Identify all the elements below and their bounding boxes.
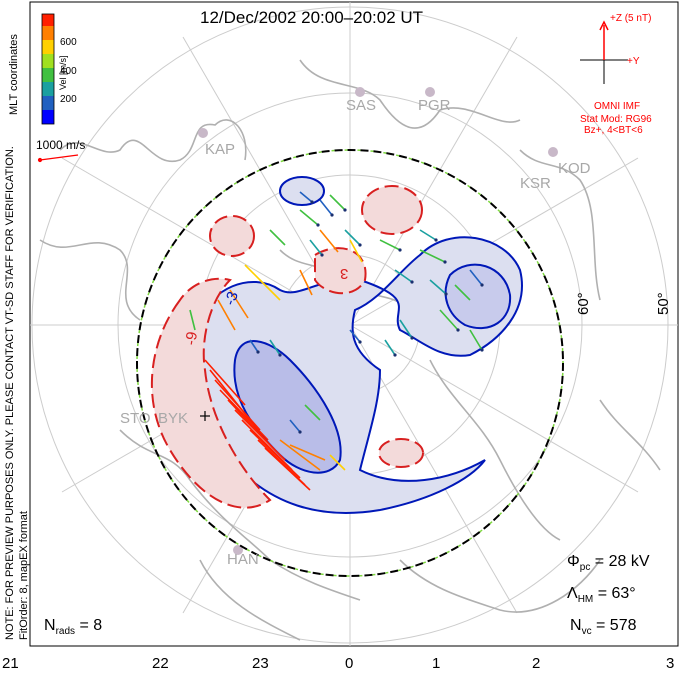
station-label-kap: KAP — [205, 141, 236, 158]
contour-label-3: 3 — [340, 265, 349, 282]
fit-order-note: FitOrder: 8, mapEX format — [18, 511, 30, 640]
station-label-sto: STO — [120, 410, 151, 427]
pos-cell-left — [209, 215, 255, 257]
pos-cell-center — [314, 247, 367, 295]
station-marker-ksr — [548, 147, 558, 157]
dawn-cell-inner — [444, 263, 512, 330]
stat-lambda-hm: ΛHM = 63° — [567, 585, 636, 606]
lat-label-50: 50° — [655, 292, 672, 315]
colorbar-tick-400: 400 — [60, 66, 77, 77]
pole-cross — [200, 411, 210, 421]
mlt-label-3: 3 — [666, 655, 675, 672]
imf-y-label: +Y — [627, 56, 640, 67]
stat-n-vc: Nvc = 578 — [570, 617, 637, 638]
stat-phi-pc: Φpc = 28 kV — [567, 553, 650, 574]
scale-vector — [37, 154, 79, 163]
negative-potential-cells — [194, 176, 523, 514]
pos-cell-bottom — [378, 438, 424, 468]
scale-vector-label: 1000 m/s — [36, 138, 86, 152]
station-label-pgr: PGR — [418, 97, 451, 114]
stat-lambda-hm-value: = 63° — [597, 585, 636, 602]
imf-condition: Bz+, 4<BT<6 — [584, 125, 643, 136]
hm-boundary-green — [136, 149, 564, 577]
dawn-flank-cell — [150, 277, 272, 509]
plot-frame — [29, 1, 679, 647]
stat-phi-pc-value: = 28 kV — [594, 553, 650, 570]
positive-potential-cells — [150, 185, 424, 509]
mlt-label-21: 21 — [2, 655, 19, 672]
colorbar-tick-600: 600 — [60, 37, 77, 48]
station-label-han: HAN — [227, 551, 259, 568]
station-label-ksr: KSR — [520, 175, 551, 192]
station-marker-sas — [355, 87, 365, 97]
mlt-label-22: 22 — [152, 655, 169, 672]
stat-n-rads: Nrads = 8 — [44, 617, 103, 638]
station-marker-pgr — [425, 87, 435, 97]
imf-source: OMNI IMF — [594, 101, 641, 112]
velocity-vectors — [189, 191, 484, 491]
stat-n-rads-value: = 8 — [79, 617, 103, 634]
small-cell-top — [279, 176, 325, 206]
map-title: 12/Dec/2002 20:00–20:02 UT — [200, 8, 424, 27]
preview-note: NOTE: FOR PREVIEW PURPOSES ONLY. PLEASE … — [4, 146, 16, 640]
pos-cell-top-right — [361, 185, 423, 235]
imf-z-label: +Z (5 nT) — [610, 13, 652, 24]
colorbar-tick-200: 200 — [60, 94, 77, 105]
station-marker-kap — [198, 128, 208, 138]
mlt-label-0: 0 — [345, 655, 354, 672]
coordinates-note: MLT coordinates — [8, 34, 20, 115]
station-marker-han — [233, 545, 243, 555]
mlt-label-1: 1 — [432, 655, 441, 672]
contour-label-minus-9: -9 — [182, 330, 202, 347]
stat-n-vc-value: = 578 — [596, 617, 637, 634]
lat-label-60: 60° — [575, 292, 592, 315]
station-label-byk: BYK — [158, 410, 189, 427]
imf-vector — [599, 20, 609, 60]
mlt-label-23: 23 — [252, 655, 269, 672]
velocity-colorbar — [41, 13, 55, 125]
station-label-sas: SAS — [346, 97, 377, 114]
imf-model: Stat Mod: RG96 — [580, 114, 652, 125]
station-label-kod: KOD — [558, 160, 591, 177]
mlt-label-2: 2 — [532, 655, 541, 672]
